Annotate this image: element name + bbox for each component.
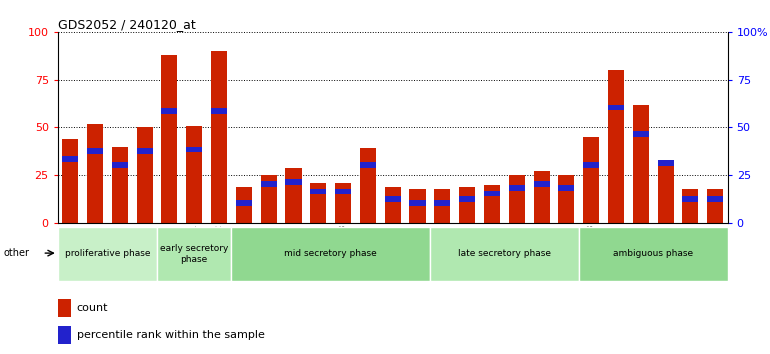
Bar [162, 108, 177, 114]
Bar [633, 104, 649, 223]
Text: early secretory
phase: early secretory phase [160, 244, 229, 264]
Bar [658, 160, 674, 166]
Bar [310, 183, 326, 223]
Bar [682, 189, 698, 223]
Bar [112, 162, 128, 167]
Bar [410, 189, 426, 223]
Bar [136, 127, 152, 223]
Bar [360, 148, 376, 223]
Bar [211, 108, 227, 114]
Bar [236, 187, 252, 223]
Bar [385, 196, 400, 202]
Bar [583, 137, 599, 223]
Bar [87, 124, 103, 223]
Text: GDS2052 / 240120_at: GDS2052 / 240120_at [58, 18, 196, 31]
Bar [608, 70, 624, 223]
Bar [459, 196, 475, 202]
Bar [534, 171, 550, 223]
Bar [87, 148, 103, 154]
Bar [509, 185, 525, 190]
Bar [459, 187, 475, 223]
Bar [430, 227, 579, 281]
Text: mid secretory phase: mid secretory phase [284, 250, 377, 258]
Bar [286, 179, 302, 185]
Bar [410, 200, 426, 206]
Bar [136, 148, 152, 154]
Bar [608, 104, 624, 110]
Bar [534, 181, 550, 187]
Bar [434, 189, 450, 223]
Bar [62, 139, 79, 223]
Text: proliferative phase: proliferative phase [65, 250, 150, 258]
Bar [58, 227, 157, 281]
Bar [360, 162, 376, 167]
Bar [579, 227, 728, 281]
Bar [62, 156, 79, 162]
Bar [682, 196, 698, 202]
Bar [658, 166, 674, 223]
Text: percentile rank within the sample: percentile rank within the sample [76, 330, 264, 341]
Bar [558, 175, 574, 223]
Bar [335, 183, 351, 223]
Bar [157, 227, 232, 281]
Bar [385, 187, 400, 223]
Bar [260, 181, 276, 187]
Text: ambiguous phase: ambiguous phase [613, 250, 693, 258]
Text: count: count [76, 303, 108, 313]
Bar [162, 55, 177, 223]
Bar [558, 185, 574, 190]
Bar [707, 189, 723, 223]
Bar [286, 167, 302, 223]
Bar [232, 227, 430, 281]
Text: late secretory phase: late secretory phase [458, 250, 551, 258]
Bar [112, 147, 128, 223]
Bar [335, 189, 351, 194]
Bar [310, 189, 326, 194]
Bar [236, 200, 252, 206]
Bar [633, 131, 649, 137]
Text: other: other [4, 248, 30, 258]
Bar [211, 51, 227, 223]
Bar [260, 175, 276, 223]
Bar [707, 196, 723, 202]
Bar [509, 175, 525, 223]
Bar [484, 190, 500, 196]
Bar [583, 162, 599, 167]
Bar [484, 185, 500, 223]
Bar [434, 200, 450, 206]
Bar [58, 299, 71, 317]
Bar [186, 147, 203, 152]
Bar [58, 326, 71, 344]
Bar [186, 126, 203, 223]
